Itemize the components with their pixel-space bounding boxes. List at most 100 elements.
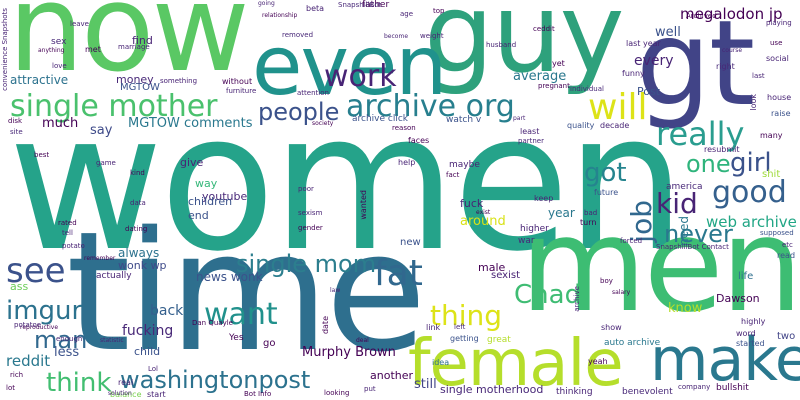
word-least: least bbox=[520, 127, 540, 136]
word-site: site bbox=[10, 128, 23, 136]
word-male: male bbox=[478, 261, 506, 274]
word-every: every bbox=[634, 53, 674, 69]
word-pregnant: pregnant bbox=[538, 82, 570, 90]
word-average: average bbox=[513, 69, 567, 84]
word-going: going bbox=[258, 0, 275, 7]
word-watch-v: watch v bbox=[446, 115, 482, 125]
word-weight: weight bbox=[420, 32, 444, 40]
word-snapshillbot: SnapshillBot bbox=[338, 1, 382, 9]
word-yes: Yes bbox=[229, 333, 244, 343]
word-father: father bbox=[362, 0, 390, 10]
word-help: help bbox=[398, 158, 416, 167]
word-got: got bbox=[584, 158, 627, 188]
word-good: good bbox=[712, 175, 787, 210]
word-link: link bbox=[426, 323, 441, 332]
word-convenience-snapshots: convenience Snapshots bbox=[1, 8, 9, 91]
word-exist: exist bbox=[476, 209, 491, 216]
word-want: want bbox=[204, 297, 278, 332]
word-attention: attention bbox=[297, 89, 329, 97]
word-benevolent: benevolent bbox=[622, 387, 673, 397]
word-faces: faces bbox=[408, 136, 430, 145]
word-data: data bbox=[130, 199, 146, 207]
word-shit: shit bbox=[762, 169, 781, 180]
word-never: never bbox=[664, 220, 733, 248]
word-dating: dating bbox=[125, 225, 148, 233]
word-washingtonpost: washingtonpost bbox=[120, 366, 311, 394]
word-find: find bbox=[132, 34, 153, 47]
word-less: less bbox=[54, 345, 80, 360]
word-enough: enough bbox=[56, 335, 83, 343]
word-many: many bbox=[760, 131, 783, 140]
word-money: money bbox=[116, 73, 154, 86]
word-forced: forced bbox=[620, 237, 643, 245]
word-mgtow-comments: MGTOW comments bbox=[128, 116, 253, 131]
word-much: much bbox=[42, 116, 79, 131]
word-reason: reason bbox=[392, 124, 416, 132]
word-law: law bbox=[330, 287, 341, 294]
word-idea: idea bbox=[432, 358, 450, 367]
word-fucking: fucking bbox=[122, 323, 174, 339]
word-met: met bbox=[85, 45, 101, 54]
word-bullshit: bullshit bbox=[716, 383, 749, 393]
word-back: back bbox=[150, 303, 184, 319]
word-part: part bbox=[513, 115, 526, 122]
word-child: child bbox=[134, 345, 161, 358]
word-playing: playing bbox=[766, 19, 792, 27]
word-sex: sex bbox=[51, 37, 67, 47]
word-thing: thing bbox=[430, 299, 503, 332]
word-way: way bbox=[195, 177, 218, 190]
word-start: start bbox=[147, 390, 166, 399]
word-furniture: furniture bbox=[226, 87, 257, 95]
word-female: female bbox=[408, 327, 624, 400]
word-yet: yet bbox=[552, 59, 565, 68]
word-turn: turn bbox=[580, 218, 597, 227]
word-single-motherhood: single motherhood bbox=[440, 383, 544, 396]
word-show: show bbox=[601, 323, 622, 332]
word-fuck: fuck bbox=[460, 197, 484, 210]
word-america: america bbox=[666, 182, 703, 192]
word-kind: kind bbox=[130, 169, 145, 177]
word-imgur: imgur bbox=[6, 296, 83, 326]
word-last: last bbox=[752, 72, 765, 80]
word-people: people bbox=[258, 98, 340, 126]
word-ass: ass bbox=[10, 280, 29, 293]
word-put: put bbox=[364, 385, 376, 393]
word-without: without bbox=[222, 77, 253, 86]
word-men: men bbox=[520, 189, 800, 341]
word-partner: partner bbox=[518, 137, 544, 145]
word-around: around bbox=[460, 214, 506, 229]
word-even: even bbox=[252, 19, 447, 114]
word-archive: archive bbox=[573, 286, 581, 312]
word-actually: actually bbox=[96, 271, 132, 281]
word-sexist: sexist bbox=[491, 270, 521, 281]
word-tell: tell bbox=[62, 229, 73, 237]
word-rich: rich bbox=[10, 371, 24, 379]
word-balance: balance bbox=[110, 390, 142, 399]
word-attractive: attractive bbox=[10, 73, 69, 87]
word-another: another bbox=[370, 369, 414, 382]
word-make: make bbox=[650, 325, 800, 395]
word-fact: fact bbox=[446, 171, 460, 179]
word-keep: keep bbox=[534, 194, 554, 203]
word-archived: Archived bbox=[686, 12, 717, 20]
word-great: great bbox=[487, 335, 511, 345]
word-well: well bbox=[655, 25, 681, 40]
word-will: will bbox=[588, 87, 648, 128]
word-word: word bbox=[736, 329, 756, 338]
word-anything: anything bbox=[38, 47, 65, 54]
word-reproductive: reproductive bbox=[20, 324, 59, 331]
word-girl: girl bbox=[730, 148, 772, 178]
word-chad: Chad bbox=[514, 280, 582, 310]
word-higher: higher bbox=[520, 224, 549, 234]
word-snapshillbot-contact: SnapshillBot Contact bbox=[656, 243, 729, 251]
word-post: Post bbox=[637, 85, 661, 98]
word-future: future bbox=[594, 188, 619, 197]
word-still: still bbox=[414, 377, 437, 392]
word-statistic: statistic bbox=[100, 337, 124, 344]
word-give: give bbox=[180, 156, 204, 169]
word-news-wonk: news wonk bbox=[196, 270, 263, 284]
word-dan-quayle: Dan Quayle bbox=[192, 319, 233, 327]
word-guy: guy bbox=[424, 0, 625, 97]
word-real: real bbox=[118, 378, 134, 387]
